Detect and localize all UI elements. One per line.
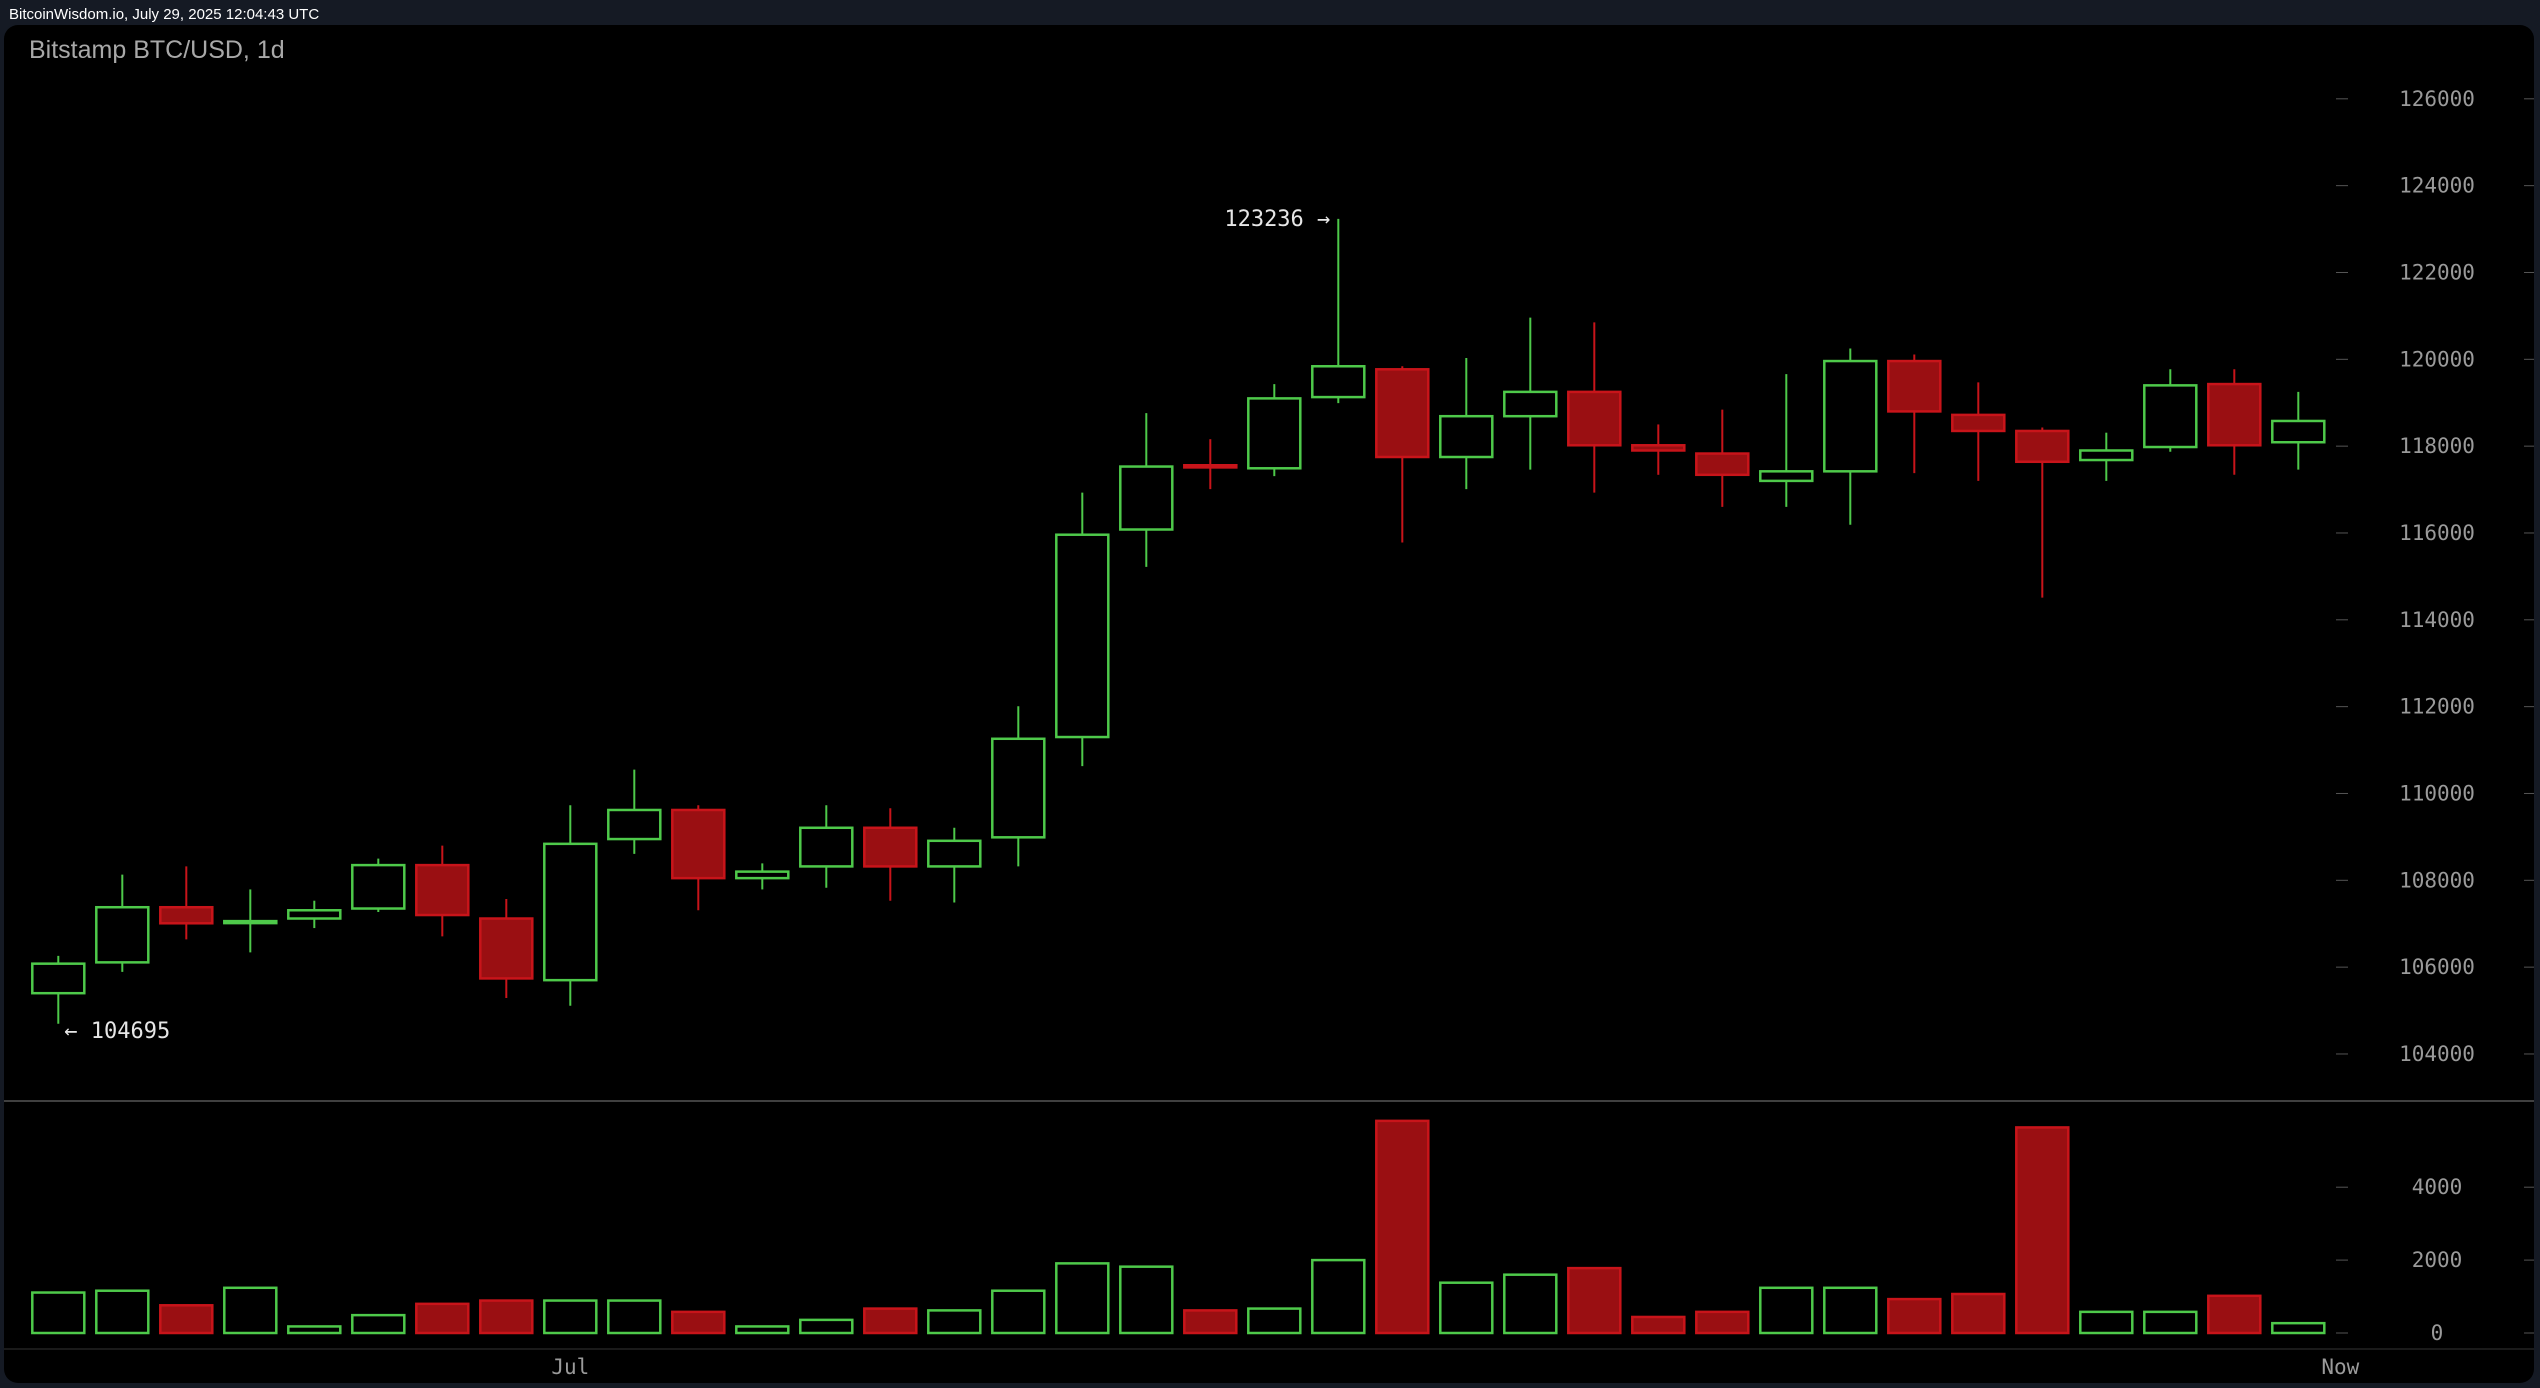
volume-bar	[735, 1325, 790, 1335]
price-tick-label: 112000	[2399, 695, 2475, 719]
volume-bar	[95, 1289, 150, 1335]
price-tick-label: 120000	[2399, 347, 2475, 371]
volume-bar	[2143, 1310, 2198, 1335]
price-tick-label: 116000	[2399, 521, 2475, 545]
candle-down	[415, 863, 470, 917]
candle-down	[1183, 464, 1238, 469]
chart-title: Bitstamp BTC/USD, 1d	[29, 36, 285, 64]
candle-down	[863, 826, 918, 868]
volume-bar	[1247, 1307, 1302, 1335]
volume-bar	[1567, 1266, 1622, 1335]
volume-bar	[1759, 1286, 1814, 1335]
candle-down	[1567, 390, 1622, 447]
volume-bar	[1055, 1262, 1110, 1335]
candle-down	[479, 917, 534, 980]
price-tick-label: 122000	[2399, 260, 2475, 284]
volume-bar	[2079, 1310, 2134, 1335]
candle-up	[1759, 470, 1814, 483]
price-tick-label: 118000	[2399, 434, 2475, 458]
candle-up	[2143, 384, 2198, 449]
x-axis-label: Now	[2321, 1355, 2359, 1379]
volume-bar	[991, 1289, 1046, 1335]
high-annotation: 123236 →	[1224, 207, 1330, 232]
volume-bar	[1631, 1315, 1686, 1335]
volume-bar	[351, 1313, 406, 1335]
candle-up	[991, 737, 1046, 839]
x-axis-label: Jul	[551, 1355, 589, 1379]
volume-bar	[543, 1299, 598, 1335]
candle-up	[2079, 449, 2134, 462]
candle-down	[1631, 444, 1686, 452]
low-annotation: ← 104695	[64, 1019, 170, 1044]
source-timestamp: BitcoinWisdom.io, July 29, 2025 12:04:43…	[9, 6, 320, 23]
candle-up	[799, 826, 854, 868]
volume-bar	[1823, 1286, 1878, 1335]
volume-bar	[1951, 1292, 2006, 1335]
volume-bar	[31, 1291, 86, 1335]
price-tick-label: 106000	[2399, 955, 2475, 979]
volume-bar	[2271, 1321, 2326, 1335]
candle-down	[159, 905, 214, 925]
volume-bar	[607, 1299, 662, 1335]
volume-tick-label: 4000	[2412, 1175, 2463, 1199]
volume-bar	[223, 1286, 278, 1335]
candle-up	[735, 870, 790, 880]
volume-bar	[1183, 1309, 1238, 1335]
candle-up	[607, 808, 662, 841]
candle-up	[2271, 419, 2326, 444]
chart-panel	[4, 25, 2534, 1383]
price-tick-label: 124000	[2399, 174, 2475, 198]
candle-up	[31, 962, 86, 995]
volume-bar	[1439, 1281, 1494, 1335]
candle-down	[671, 808, 726, 880]
price-tick-label: 104000	[2399, 1042, 2475, 1066]
candle-up	[1247, 397, 1302, 470]
volume-bar	[2015, 1126, 2070, 1335]
candle-up	[223, 919, 278, 925]
candle-up	[1119, 465, 1174, 531]
volume-tick-label: 0	[2431, 1321, 2444, 1345]
candle-up	[1439, 414, 1494, 459]
volume-bar	[1375, 1119, 1430, 1335]
volume-bar	[863, 1307, 918, 1335]
volume-bar	[2207, 1294, 2262, 1335]
candle-up	[351, 863, 406, 910]
candle-down	[2015, 429, 2070, 464]
volume-bar	[927, 1309, 982, 1335]
volume-bar	[671, 1310, 726, 1335]
volume-bar	[1503, 1273, 1558, 1335]
volume-bar	[159, 1304, 214, 1335]
price-tick-label: 126000	[2399, 87, 2475, 111]
volume-bar	[479, 1299, 534, 1335]
volume-bar	[1311, 1258, 1366, 1335]
candle-down	[1887, 359, 1942, 413]
candle-up	[1055, 533, 1110, 739]
candle-down	[1951, 413, 2006, 433]
candle-up	[543, 842, 598, 982]
volume-bar	[287, 1325, 342, 1335]
candle-up	[1503, 390, 1558, 418]
candle-down	[1375, 368, 1430, 459]
candle-down	[1695, 452, 1750, 477]
price-tick-label: 108000	[2399, 868, 2475, 892]
candle-up	[1311, 365, 1366, 399]
volume-bar	[799, 1318, 854, 1335]
volume-tick-label: 2000	[2412, 1248, 2463, 1272]
volume-bar	[415, 1302, 470, 1335]
candle-down	[2207, 382, 2262, 447]
candle-up	[1823, 359, 1878, 473]
price-tick-label: 110000	[2399, 781, 2475, 805]
volume-bar	[1119, 1265, 1174, 1335]
candle-up	[95, 905, 150, 964]
candle-up	[287, 909, 342, 920]
candle-up	[927, 839, 982, 868]
volume-bar	[1887, 1297, 1942, 1335]
volume-bar	[1695, 1310, 1750, 1335]
price-tick-label: 114000	[2399, 608, 2475, 632]
